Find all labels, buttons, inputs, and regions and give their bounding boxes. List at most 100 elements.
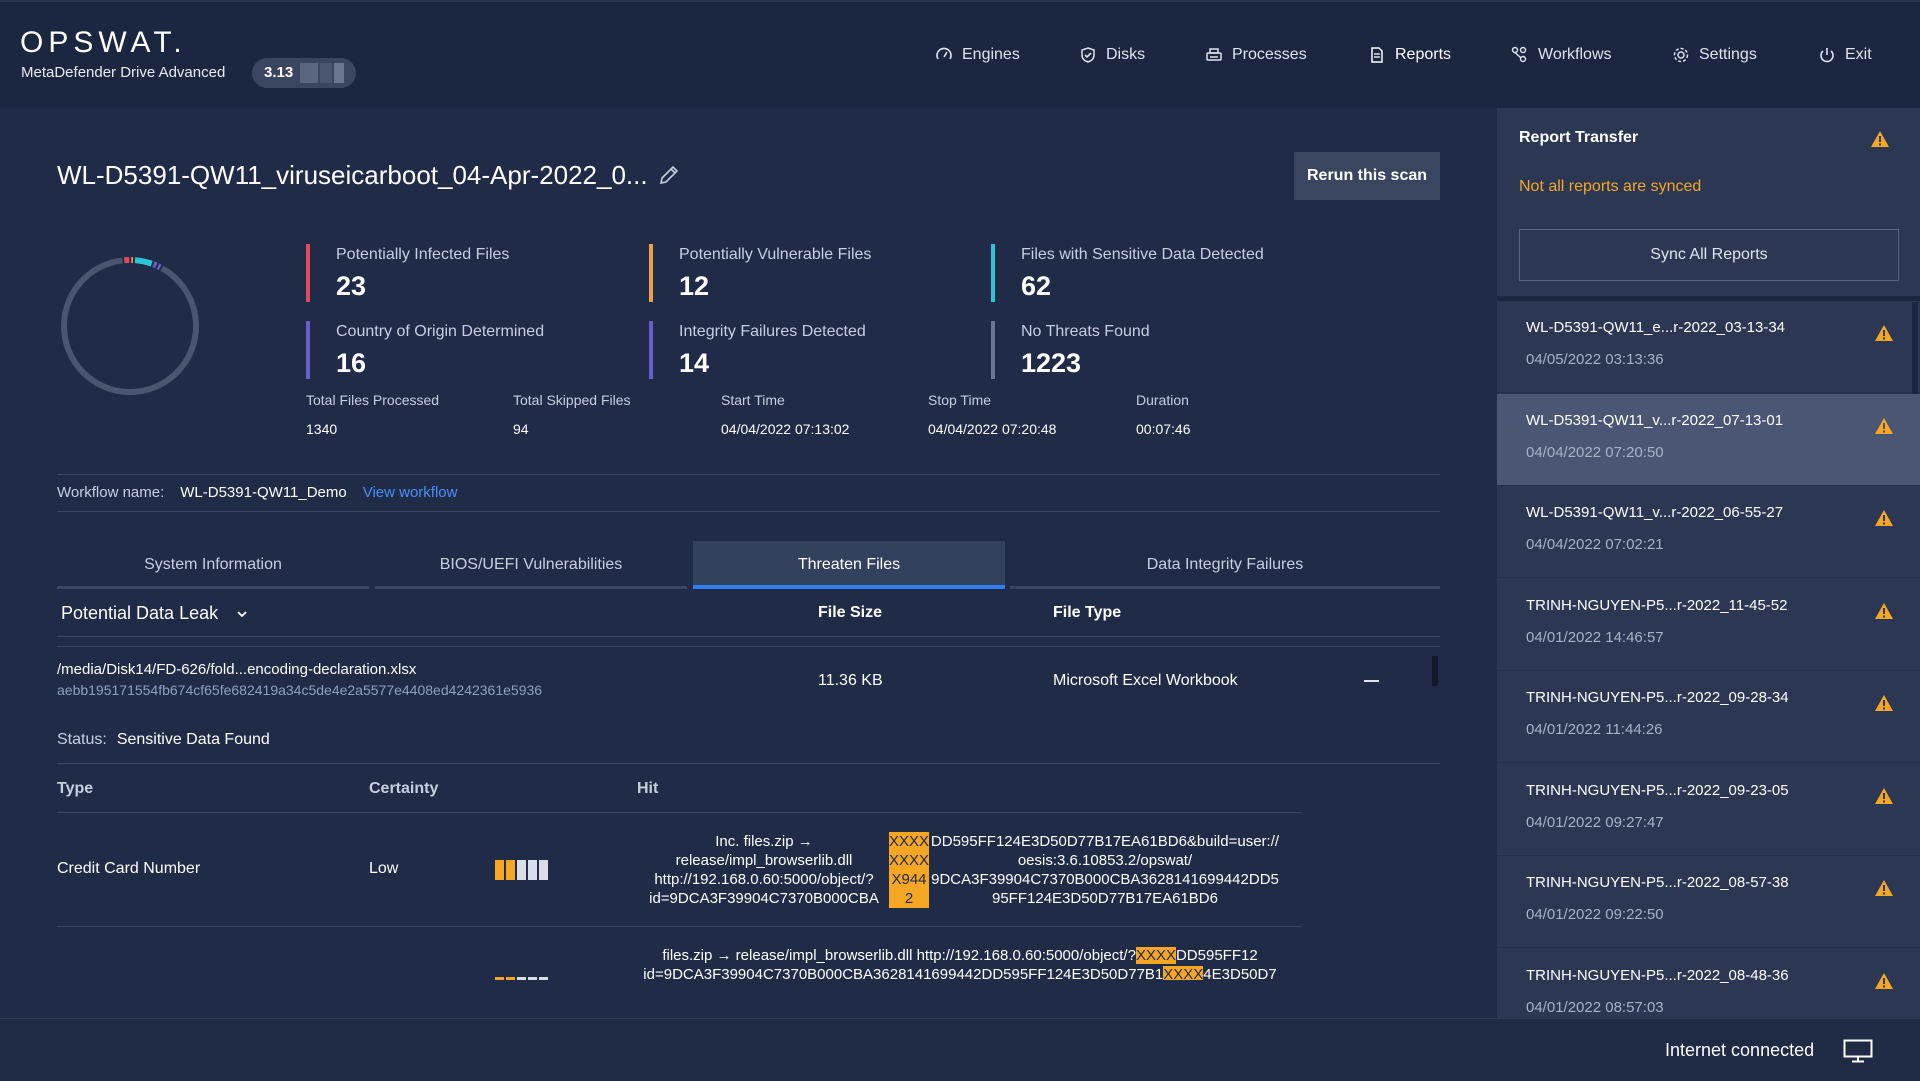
report-date: 04/04/2022 07:20:50: [1526, 444, 1664, 461]
hit-text: id=9DCA3F39904C7370B000CBA: [649, 890, 879, 907]
report-date: 04/01/2022 08:57:03: [1526, 999, 1664, 1016]
tab-system-information[interactable]: System Information: [57, 541, 369, 589]
tab-data-integrity-failures[interactable]: Data Integrity Failures: [1010, 541, 1440, 589]
detail-certainty: Low: [369, 860, 399, 877]
report-date: 04/01/2022 09:22:50: [1526, 906, 1664, 923]
hit-text: files.zip → release/impl_browserlib.dll …: [662, 947, 1136, 964]
view-workflow-link[interactable]: View workflow: [362, 484, 458, 501]
report-list-item[interactable]: TRINH-NGUYEN-P5...r-2022_09-28-34 04/01/…: [1497, 671, 1920, 763]
stat-value: 14: [679, 348, 710, 378]
version-number: 3.13: [264, 64, 294, 81]
warning-icon: [1871, 131, 1889, 147]
report-list-item[interactable]: TRINH-NGUYEN-P5...r-2022_11-45-52 04/01/…: [1497, 579, 1920, 671]
divider: [57, 926, 1302, 927]
stat-value: 23: [336, 271, 367, 301]
hit-match-highlight: X944: [889, 870, 929, 889]
meta-value: 04/04/2022 07:20:48: [928, 421, 1057, 437]
donut-segment: [61, 257, 199, 395]
warning-icon: [1875, 695, 1893, 711]
stat-label: Potentially Vulnerable Files: [679, 246, 872, 263]
hit-text: 4E3D50D7: [1203, 966, 1277, 980]
report-name: WL-D5391-QW11_v...r-2022_07-13-01: [1526, 412, 1784, 429]
hit-text: id=9DCA3F39904C7370B000CBA3628141699442D…: [643, 966, 1164, 980]
chevron-down-icon: [237, 611, 247, 618]
hit-text: DD595FF12: [1175, 947, 1258, 964]
certainty-segment: [528, 977, 537, 980]
detail-hit: Inc. files.zip → release/impl_browserlib…: [639, 832, 1281, 908]
pencil-icon[interactable]: [657, 163, 681, 187]
version-redacted-3: [334, 63, 344, 83]
report-date: 04/01/2022 09:27:47: [1526, 814, 1664, 831]
divider: [57, 812, 1302, 813]
hit-text: 9DCA3F39904C7370B000CBA3628141699442DD5: [931, 871, 1279, 888]
sidebar-scrollbar[interactable]: [1912, 302, 1918, 394]
nav-reports[interactable]: Reports: [1368, 44, 1451, 66]
report-list-item[interactable]: TRINH-NGUYEN-P5...r-2022_08-48-36 04/01/…: [1497, 949, 1920, 1018]
hit-match-highlight: XXXX: [1135, 947, 1176, 964]
collapse-icon[interactable]: [1364, 673, 1380, 689]
detail-header-certainty: Certainty: [369, 780, 439, 797]
detail-header-hit: Hit: [637, 780, 659, 797]
tab-bios-uefi-vulnerabilities[interactable]: BIOS/UEFI Vulnerabilities: [375, 541, 687, 589]
column-file-size[interactable]: File Size: [818, 604, 883, 621]
connection-status: Internet connected: [1665, 1040, 1815, 1060]
donut-segment: [61, 257, 199, 395]
printer-icon: [1206, 48, 1222, 61]
stat-value: 12: [679, 271, 710, 301]
nav-disks[interactable]: Disks: [1079, 44, 1145, 66]
stat-label: No Threats Found: [1021, 323, 1150, 340]
column-file-type[interactable]: File Type: [1053, 604, 1122, 621]
stat-color-bar: [306, 244, 310, 302]
status-footer: [0, 1018, 1920, 1081]
gauge-icon: [936, 47, 952, 60]
sidebar-title: Report Transfer: [1519, 129, 1639, 146]
stat-color-bar: [649, 321, 653, 379]
report-list-item[interactable]: WL-D5391-QW11_e...r-2022_03-13-34 04/05/…: [1497, 301, 1920, 393]
certainty-segment: [517, 860, 526, 880]
meta-value: 00:07:46: [1136, 421, 1191, 437]
meta-label: Total Files Processed: [306, 392, 440, 408]
report-name: TRINH-NGUYEN-P5...r-2022_08-48-36: [1526, 967, 1789, 984]
filter-dropdown[interactable]: Potential Data Leak: [61, 603, 249, 624]
nav-workflows[interactable]: Workflows: [1511, 44, 1612, 66]
list-scrollbar[interactable]: [1432, 656, 1438, 686]
stat-country: Country of Origin Determined 16: [306, 321, 544, 379]
report-list-item[interactable]: WL-D5391-QW11_v...r-2022_07-13-01 04/04/…: [1497, 394, 1920, 486]
rerun-scan-button[interactable]: Rerun this scan: [1294, 152, 1440, 200]
meta-value: 94: [513, 421, 529, 437]
certainty-segment: [495, 977, 504, 980]
nav-processes[interactable]: Processes: [1205, 44, 1307, 66]
report-name: WL-D5391-QW11_e...r-2022_03-13-34: [1526, 319, 1786, 336]
tab-threaten-files[interactable]: Threaten Files: [693, 541, 1005, 589]
certainty-meter: [495, 977, 548, 980]
file-entry[interactable]: /media/Disk14/FD-626/fold...encoding-dec…: [57, 661, 542, 698]
sync-all-reports-button[interactable]: Sync All Reports: [1519, 229, 1899, 281]
report-list-item[interactable]: WL-D5391-QW11_v...r-2022_06-55-27 04/04/…: [1497, 486, 1920, 578]
stat-vulnerable: Potentially Vulnerable Files 12: [649, 244, 871, 302]
hit-match-highlight: XXXX: [1163, 966, 1204, 980]
warning-icon: [1875, 325, 1893, 341]
nav-label: Workflows: [1538, 46, 1612, 63]
nav-settings[interactable]: Settings: [1672, 44, 1757, 66]
stat-color-bar: [991, 321, 995, 379]
nav-label: Settings: [1699, 46, 1757, 63]
nav-engines[interactable]: Engines: [935, 44, 1020, 66]
donut-segment: [61, 257, 199, 395]
detail-type: Credit Card Number: [57, 860, 201, 877]
hit-match-highlight: XXXX: [889, 832, 930, 851]
sidebar-divider: [1497, 296, 1920, 301]
warning-icon: [1875, 510, 1893, 526]
certainty-segment: [539, 977, 548, 980]
report-list-item[interactable]: TRINH-NGUYEN-P5...r-2022_09-23-05 04/01/…: [1497, 764, 1920, 856]
report-list-item[interactable]: TRINH-NGUYEN-P5...r-2022_08-57-38 04/01/…: [1497, 856, 1920, 948]
donut-segment: [61, 257, 199, 395]
report-name: TRINH-NGUYEN-P5...r-2022_09-28-34: [1526, 689, 1789, 706]
warning-icon: [1875, 603, 1893, 619]
report-date: 04/04/2022 07:02:21: [1526, 536, 1664, 553]
nav-exit[interactable]: Exit: [1818, 44, 1872, 66]
workflow-info: Workflow name: WL-D5391-QW11_Demo View wor…: [57, 484, 457, 501]
stat-integrity: Integrity Failures Detected 14: [649, 321, 866, 379]
warning-icon: [1875, 880, 1893, 896]
stat-color-bar: [649, 244, 653, 302]
stat-label: Country of Origin Determined: [336, 323, 545, 340]
